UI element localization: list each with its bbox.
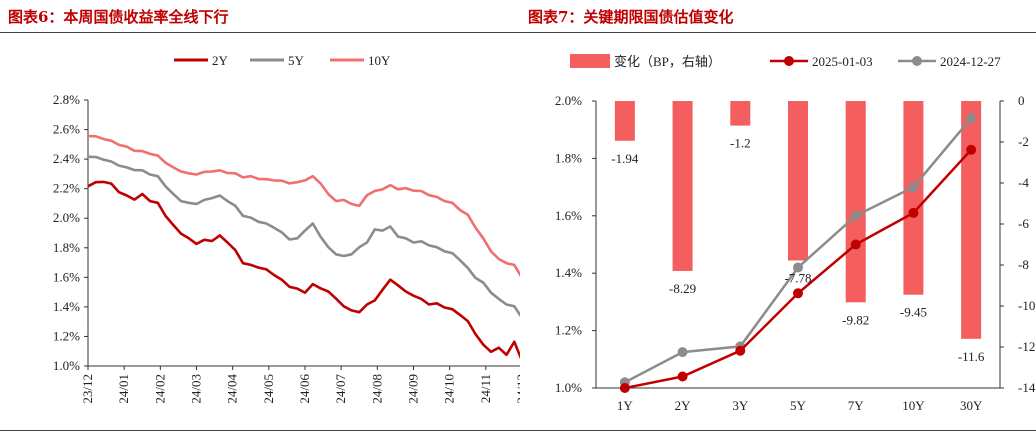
left-y-tick-label: 2.6% <box>53 122 80 137</box>
left-y-tick-label: 1.4% <box>53 299 80 314</box>
point-2025-01-03-2Y <box>677 371 688 382</box>
legend-label-2Y: 2Y <box>212 53 229 68</box>
bar-data-label-10Y: -9.45 <box>900 305 927 320</box>
right-left-y-tick-label: 1.4% <box>555 265 582 280</box>
left-y-tick-label: 2.2% <box>53 181 80 196</box>
legend-label-10Y: 10Y <box>368 53 391 68</box>
legend-marker-2024-12-27 <box>912 56 922 66</box>
left-x-tick-label: 24/09 <box>406 374 421 404</box>
right-right-y-tick-label: -12 <box>1018 339 1035 354</box>
bar-data-label-2Y: -8.29 <box>669 281 696 296</box>
series-line-5Y <box>87 155 520 318</box>
series-line-2Y <box>87 180 520 360</box>
bar-data-label-1Y: -1.94 <box>611 151 639 166</box>
legend-swatch-bp-change <box>570 54 610 68</box>
legend-label-2025-01-03: 2025-01-03 <box>812 54 873 69</box>
left-y-tick-label: 2.0% <box>53 210 80 225</box>
right-chart-title: 图表7：关键期限国债估值变化 <box>528 8 734 26</box>
left-chart: 2Y 5Y 10Y 1.0% 1.2% 1.4% 1.6% 1.8% 2.0% 2.2% 2.4% 2… <box>53 53 520 404</box>
point-2025-01-03-10Y <box>908 207 919 218</box>
left-x-tick-label: 24/03 <box>189 374 204 404</box>
category-label-3Y: 3Y <box>732 398 749 413</box>
right-right-y-tick-label: -8 <box>1018 257 1029 272</box>
left-y-tick-label: 1.6% <box>53 269 80 284</box>
right-left-y-tick-label: 1.2% <box>555 323 582 338</box>
right-right-y-tick-label: -6 <box>1018 216 1029 231</box>
right-right-y-tick-label: 0 <box>1018 93 1025 108</box>
bar-7Y <box>845 101 866 303</box>
right-right-y-tick-label: -4 <box>1018 175 1029 190</box>
point-2024-12-27-30Y <box>966 113 977 124</box>
point-2024-12-27-2Y <box>677 347 688 358</box>
bar-data-label-5Y: -7.78 <box>784 270 811 285</box>
left-x-tick-label: 24/02 <box>152 374 167 404</box>
bottom-rule <box>0 430 1036 431</box>
left-x-tick-label: 23/12 <box>80 374 95 404</box>
left-y-tick-label: 2.4% <box>53 151 80 166</box>
left-x-tick-label: 24/08 <box>369 374 384 404</box>
category-label-1Y: 1Y <box>617 398 634 413</box>
left-x-tick-label: 24/06 <box>297 374 312 404</box>
bar-data-label-7Y: -9.82 <box>842 312 869 327</box>
series-line-10Y <box>87 134 520 278</box>
left-y-tick-label: 1.8% <box>53 240 80 255</box>
category-label-5Y: 5Y <box>790 398 807 413</box>
right-left-y-tick-label: 2.0% <box>555 93 582 108</box>
left-x-tick-label: 24/10 <box>442 374 457 404</box>
bar-30Y <box>961 101 982 339</box>
legend-label-bp-change: 变化（BP，右轴） <box>614 54 721 69</box>
category-label-30Y: 30Y <box>960 398 983 413</box>
legend-label-5Y: 5Y <box>288 53 305 68</box>
point-2025-01-03-7Y <box>850 239 861 250</box>
left-x-tick-label: 24/05 <box>261 374 276 404</box>
bar-10Y <box>903 101 924 295</box>
right-right-y-tick-label: -14 <box>1018 380 1036 395</box>
left-y-tick-label: 2.8% <box>53 92 80 107</box>
category-label-2Y: 2Y <box>675 398 692 413</box>
point-2024-12-27-10Y <box>908 182 919 193</box>
left-x-tick-label: 24/07 <box>333 374 348 404</box>
right-left-y-tick-label: 1.0% <box>555 380 582 395</box>
right-right-y-tick-label: -2 <box>1018 134 1029 149</box>
left-x-tick-label: 24/04 <box>225 374 240 404</box>
bar-5Y <box>788 101 808 261</box>
point-2025-01-03-30Y <box>966 144 977 155</box>
left-chart-title: 图表6：本周国债收益率全线下行 <box>8 8 229 26</box>
right-left-y-tick-label: 1.6% <box>555 208 582 223</box>
legend-label-2024-12-27: 2024-12-27 <box>940 54 1001 69</box>
point-2025-01-03-3Y <box>735 345 746 356</box>
left-y-tick-label: 1.2% <box>53 328 80 343</box>
point-2024-12-27-7Y <box>850 210 861 221</box>
point-2025-01-03-5Y <box>793 288 803 299</box>
bar-data-label-30Y: -11.6 <box>958 349 985 364</box>
bar-1Y <box>614 101 635 141</box>
legend-marker-2025-01-03 <box>784 56 794 66</box>
left-y-tick-label: 1.0% <box>53 358 80 373</box>
top-rule <box>0 32 1036 33</box>
point-2025-01-03-1Y <box>619 383 630 393</box>
bar-3Y <box>730 101 751 126</box>
right-left-y-tick-label: 1.8% <box>555 150 582 165</box>
bar-data-label-3Y: -1.2 <box>730 136 751 151</box>
left-x-tick-label: 24/12 <box>514 374 520 404</box>
point-2024-12-27-5Y <box>793 262 803 273</box>
category-label-7Y: 7Y <box>848 398 865 413</box>
category-label-10Y: 10Y <box>902 398 925 413</box>
left-x-tick-label: 24/01 <box>116 374 131 404</box>
right-right-y-tick-label: -10 <box>1018 298 1035 313</box>
left-x-tick-label: 24/11 <box>478 374 493 403</box>
bar-2Y <box>672 101 693 271</box>
